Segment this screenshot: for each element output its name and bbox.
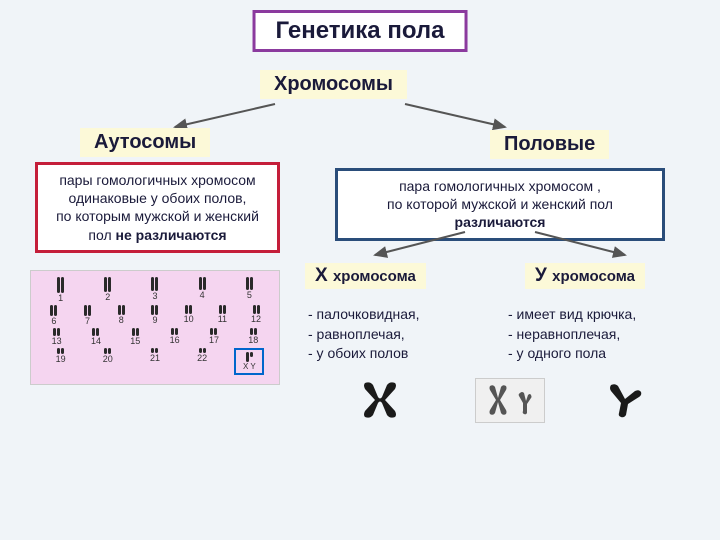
y-desc-line2: - неравноплечая, (508, 326, 620, 342)
chrom-num: 10 (184, 314, 194, 324)
karyotype-row-3: 13 14 15 16 17 18 (37, 328, 273, 346)
x-chromosome-icon (350, 380, 410, 420)
x-word: хромосома (333, 268, 416, 285)
y-desc-line3: - у одного пола (508, 345, 606, 361)
chrom-num: 13 (52, 336, 62, 346)
chrom-num: 16 (170, 335, 180, 345)
arrow-to-y (530, 230, 630, 260)
karyotype-row-2: 6 7 8 9 10 11 12 (37, 305, 273, 326)
chrom-num: 2 (105, 292, 110, 302)
chrom-num: 3 (152, 291, 157, 301)
chromosomes-label: Хромосомы (260, 70, 407, 99)
karyotype-image: 1 2 3 4 5 6 7 8 9 10 11 12 13 14 15 16 1… (30, 270, 280, 385)
y-word: хромосома (552, 268, 635, 285)
y-letter: У (535, 265, 552, 286)
autosomes-def-text1: пары гомологичных хромосом одинаковые у … (59, 172, 255, 206)
xy-chromosome-photo (475, 378, 545, 423)
chrom-num: 20 (103, 354, 113, 364)
chrom-num: 15 (130, 336, 140, 346)
karyotype-row-1: 1 2 3 4 5 (37, 277, 273, 303)
sex-chromosomes-label: Половые (490, 130, 609, 159)
chrom-xy: X Y (243, 362, 256, 371)
chrom-num: 14 (91, 336, 101, 346)
sex-def-text2: по которой мужской и женский пол (387, 196, 613, 212)
chrom-num: 18 (248, 335, 258, 345)
autosomes-definition: пары гомологичных хромосом одинаковые у … (35, 162, 280, 253)
chrom-num: 12 (251, 314, 261, 324)
x-desc-line1: - палочковидная, (308, 306, 420, 322)
karyotype-row-4: 19 20 21 22 X Y (37, 348, 273, 375)
chrom-num: 5 (247, 290, 252, 300)
chrom-num: 22 (197, 353, 207, 363)
x-desc-line2: - равноплечая, (308, 326, 405, 342)
sex-def-text1: пара гомологичных хромосом , (399, 178, 601, 194)
sex-def-bold: различаются (455, 214, 546, 230)
autosomes-label: Аутосомы (80, 128, 210, 157)
chrom-num: 1 (58, 293, 63, 303)
autosomes-def-bold: не различаются (116, 227, 227, 243)
x-description: - палочковидная, - равноплечая, - у обои… (308, 305, 420, 364)
y-chromosome-icon (600, 380, 660, 420)
chrom-num: 17 (209, 335, 219, 345)
y-description: - имеет вид крючка, - неравноплечая, - у… (508, 305, 636, 364)
chrom-num: 4 (200, 290, 205, 300)
chrom-num: 11 (218, 314, 227, 324)
chrom-num: 21 (150, 353, 160, 363)
chrom-num: 19 (56, 354, 66, 364)
arrow-to-x (370, 230, 470, 260)
y-desc-line1: - имеет вид крючка, (508, 306, 636, 322)
y-chromosome-label: У хромосома (525, 263, 645, 289)
x-desc-line3: - у обоих полов (308, 345, 408, 361)
arrow-to-sex (400, 102, 510, 132)
chrom-num: 7 (85, 316, 90, 326)
chrom-num: 6 (51, 316, 56, 326)
x-letter: Х (315, 265, 333, 286)
chrom-num: 8 (119, 315, 124, 325)
page-title: Генетика пола (253, 10, 468, 52)
x-chromosome-label: Х хромосома (305, 263, 426, 289)
chrom-num: 9 (152, 315, 157, 325)
